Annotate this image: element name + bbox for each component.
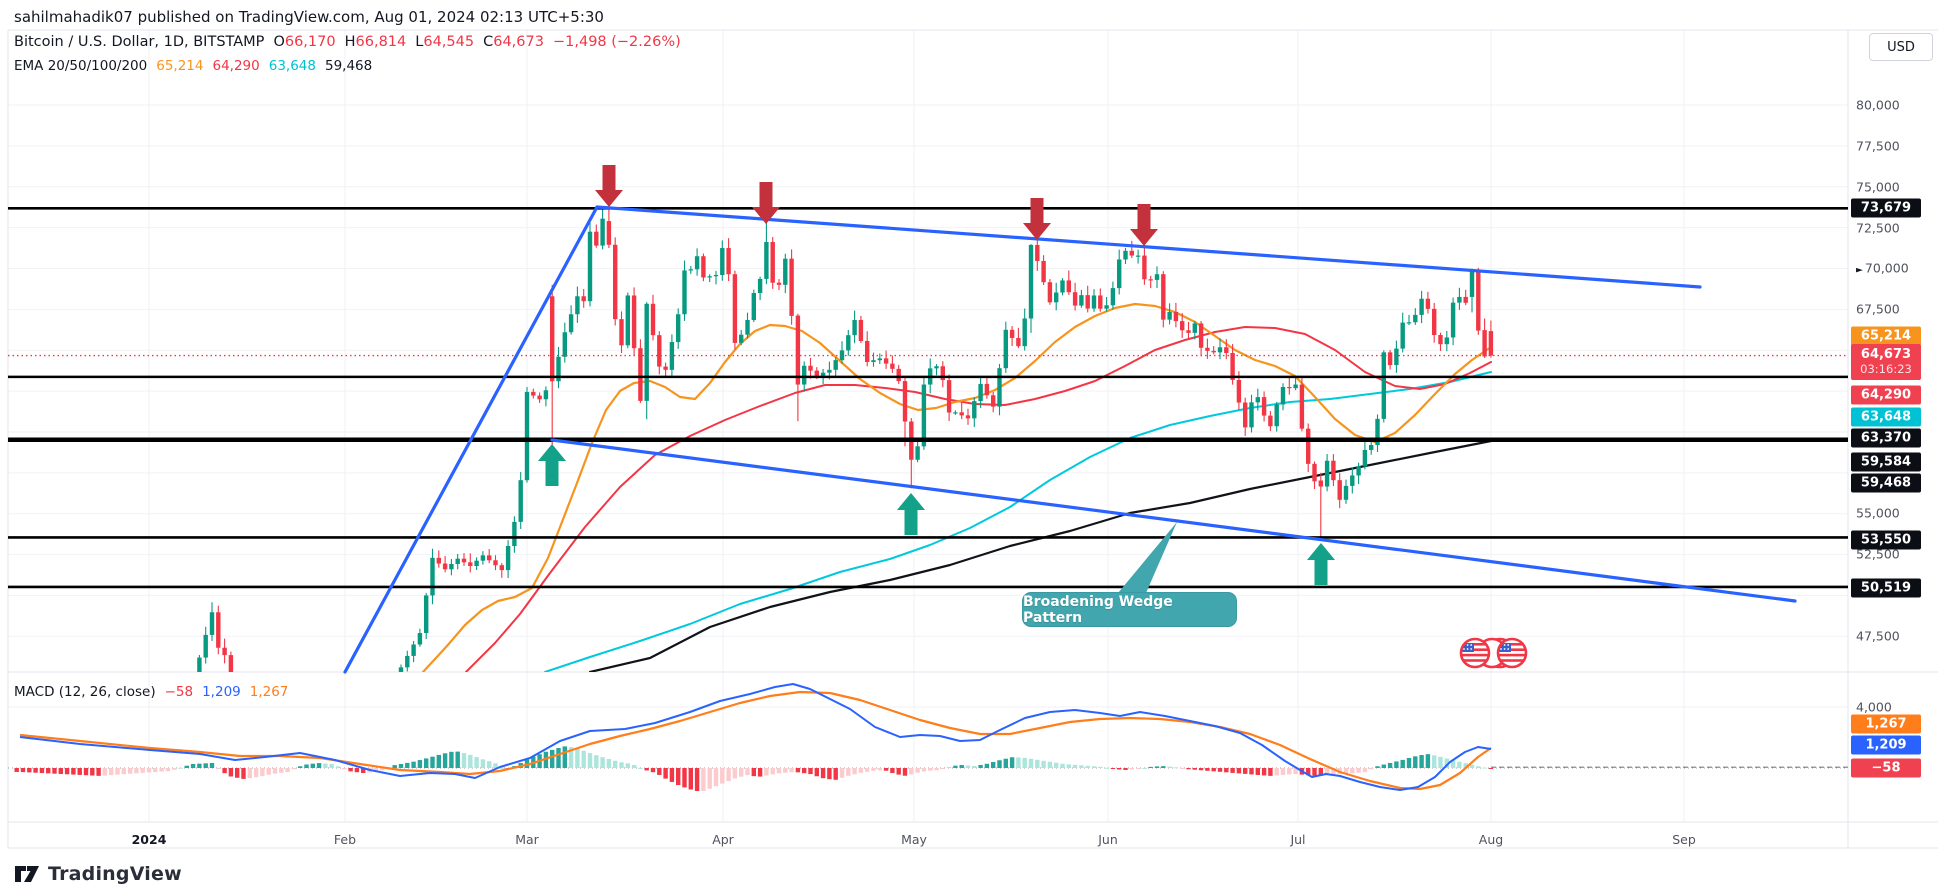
wedge-upper-rising[interactable] <box>343 205 599 674</box>
macd-axis-1209: 1,209 <box>1851 735 1921 755</box>
time-label-May[interactable]: May <box>901 832 927 847</box>
up-arrow-icon[interactable] <box>538 444 566 486</box>
price-badge-63648: 63,648 <box>1851 407 1921 427</box>
ema50-line <box>465 326 1492 672</box>
macd-legend-params: (12, 26, close) <box>58 684 156 700</box>
macd-pane <box>8 683 1848 792</box>
price-tick-47500: 47,500 <box>1856 628 1900 644</box>
price-marker-icon: ► <box>1856 265 1863 276</box>
ohlc-val-C: 64,673 <box>493 34 544 50</box>
price-badge-65214: 65,214 <box>1851 326 1921 346</box>
macd-value-1: 1,209 <box>202 684 241 700</box>
macd-legend[interactable]: MACD (12, 26, close) −58 1,209 1,267 <box>14 684 288 700</box>
time-label-Sep[interactable]: Sep <box>1672 832 1696 847</box>
price-tick-77500: 77,500 <box>1856 138 1900 154</box>
macd-main-line <box>19 683 1492 791</box>
price-tick-80000: 80,000 <box>1856 97 1900 113</box>
price-badge-59584: 59,584 <box>1851 452 1921 472</box>
callout-pointer <box>1118 522 1177 593</box>
price-badge-59468: 59,468 <box>1851 473 1921 493</box>
change-value: −1,498 (−2.26%) <box>552 34 681 50</box>
symbol-legend[interactable]: Bitcoin / U.S. Dollar, 1D, BITSTAMP O66,1… <box>14 34 681 50</box>
ema-value-2: 63,648 <box>268 58 316 74</box>
wedge-top-descending[interactable] <box>595 205 1702 289</box>
price-tick-70000: ► 70,000 <box>1856 260 1909 276</box>
time-label-Feb[interactable]: Feb <box>333 832 357 847</box>
candles <box>197 208 1494 672</box>
ema20-line <box>421 302 1493 672</box>
time-label-Aug[interactable]: Aug <box>1478 832 1504 847</box>
ohlc-key-H: H <box>344 34 356 50</box>
macd-axis-−58: −58 <box>1851 758 1921 778</box>
publish-header: sahilmahadik07 published on TradingView.… <box>14 8 604 26</box>
tradingview-logo-bar: TradingView <box>0 855 1946 893</box>
price-tick-55000: 55,000 <box>1856 505 1900 521</box>
ema-values: 65,214 64,290 63,648 59,468 <box>147 58 372 74</box>
macd-axis-1267: 1,267 <box>1851 714 1921 734</box>
tradingview-logo-text[interactable]: TradingView <box>48 863 182 885</box>
time-label-Mar[interactable]: Mar <box>515 832 539 847</box>
horizontal-levels[interactable] <box>8 207 1848 589</box>
macd-value-0: −58 <box>164 684 194 700</box>
tradingview-logo-icon[interactable] <box>14 863 40 885</box>
ema-value-0: 65,214 <box>156 58 204 74</box>
bar-countdown: 03:16:23 <box>1860 362 1912 376</box>
ema-legend-label[interactable]: EMA 20/50/100/200 <box>14 58 148 74</box>
ohlc-val-L: 64,545 <box>423 34 475 50</box>
price-tick-67500: 67,500 <box>1856 301 1900 317</box>
ohlc-key-L: L <box>415 34 424 50</box>
usd-flag-icons <box>1459 637 1528 669</box>
currency-toggle-button[interactable]: USD <box>1869 33 1933 61</box>
ohlc-values: O66,170 H66,814 L64,545 C64,673 <box>264 34 544 50</box>
price-badge-64290: 64,290 <box>1851 385 1921 405</box>
ohlc-val-O: 66,170 <box>284 34 336 50</box>
macd-values: −58 1,209 1,267 <box>156 684 289 700</box>
time-label-Jun[interactable]: Jun <box>1098 832 1118 847</box>
down-arrow-icon[interactable] <box>595 165 623 207</box>
ema-legend[interactable]: EMA 20/50/100/200 65,214 64,290 63,648 59,46… <box>14 58 372 74</box>
macd-axis-4000: 4,000 <box>1856 699 1892 715</box>
ema200-line <box>588 439 1493 672</box>
price-badge-73679: 73,679 <box>1851 198 1921 218</box>
gridlines <box>8 30 1848 822</box>
price-tick-52500: 52,500 <box>1856 546 1900 562</box>
ema-value-1: 64,290 <box>212 58 260 74</box>
ohlc-key-O: O <box>273 34 285 50</box>
macd-value-2: 1,267 <box>249 684 289 700</box>
ema100-line <box>544 371 1492 672</box>
ohlc-key-C: C <box>483 34 494 50</box>
macd-signal-line <box>19 690 1492 791</box>
price-badge-64673: 64,673 03:16:23 <box>1851 344 1921 380</box>
down-arrow-icon[interactable] <box>1023 198 1051 240</box>
time-label-Apr[interactable]: Apr <box>712 832 734 847</box>
broadening-wedge-label[interactable]: Broadening Wedge Pattern <box>1022 592 1237 627</box>
signal-arrows[interactable] <box>538 165 1335 585</box>
macd-legend-label[interactable]: MACD <box>14 684 55 700</box>
price-tick-72500: 72,500 <box>1856 220 1900 236</box>
down-arrow-icon[interactable] <box>1130 204 1158 246</box>
symbol-title[interactable]: Bitcoin / U.S. Dollar, 1D, BITSTAMP <box>14 34 265 50</box>
price-badge-53550: 53,550 <box>1851 530 1921 550</box>
wedge-lower-descending[interactable] <box>550 438 1797 603</box>
ema-value-3: 59,468 <box>325 58 373 74</box>
price-badge-50519: 50,519 <box>1851 578 1921 598</box>
down-arrow-icon[interactable] <box>752 182 780 224</box>
time-label-Jul[interactable]: Jul <box>1290 832 1306 847</box>
up-arrow-icon[interactable] <box>1307 543 1335 585</box>
time-label-2024[interactable]: 2024 <box>131 832 167 847</box>
up-arrow-icon[interactable] <box>897 493 925 535</box>
price-badge-63370: 63,370 <box>1851 428 1921 448</box>
price-tick-75000: 75,000 <box>1856 179 1900 195</box>
ohlc-val-H: 66,814 <box>355 34 407 50</box>
